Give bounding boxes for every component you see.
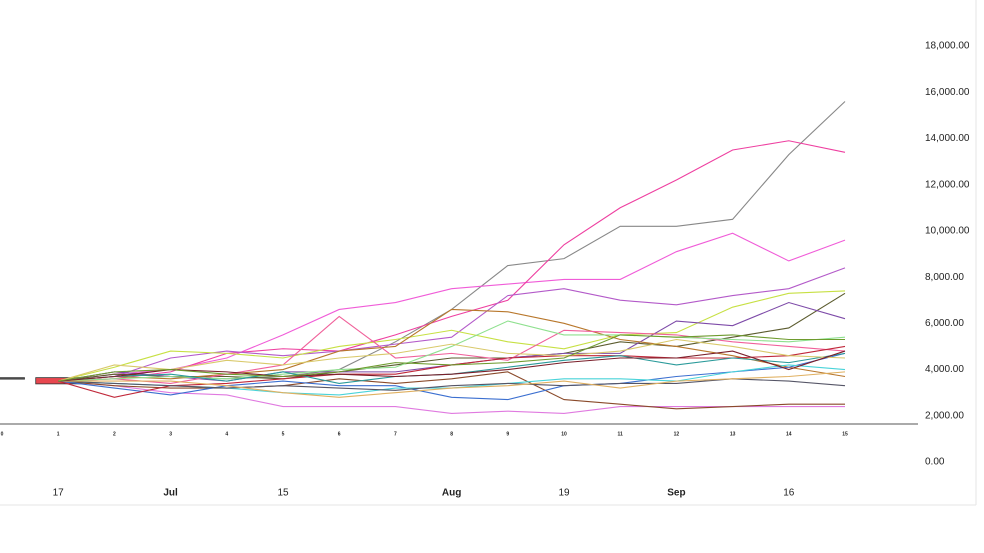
date-label: 17: [53, 488, 65, 499]
x-tick-label: 3: [169, 431, 172, 437]
date-label: 16: [783, 488, 795, 499]
y-tick-label: 8,000.00: [925, 272, 964, 283]
date-label: Jul: [163, 488, 178, 499]
candle-body: [0, 377, 25, 380]
y-tick-label: 0.00: [925, 457, 945, 468]
x-tick-label: 11: [618, 431, 624, 437]
y-tick-label: 10,000.00: [925, 226, 970, 237]
x-tick-label: 8: [450, 431, 453, 437]
x-tick-label: 6: [338, 431, 341, 437]
date-label: 15: [277, 488, 289, 499]
series-line: [58, 352, 846, 401]
y-tick-label: 6,000.00: [925, 318, 964, 329]
series-line: [58, 378, 846, 391]
x-tick-label: 7: [394, 431, 397, 437]
series-line: [58, 290, 846, 382]
y-tick-label: 14,000.00: [925, 133, 970, 144]
date-label: 19: [558, 488, 570, 499]
x-tick-label: 12: [674, 431, 680, 437]
y-tick-label: 12,000.00: [925, 179, 970, 190]
x-tick-label: 13: [730, 431, 736, 437]
series-line: [58, 267, 846, 382]
date-label: Sep: [667, 488, 685, 499]
x-tick-label: 0: [1, 431, 4, 437]
series-line: [58, 320, 846, 382]
series-line: [58, 371, 846, 398]
y-tick-label: 4,000.00: [925, 364, 964, 375]
y-tick-label: 2,000.00: [925, 410, 964, 421]
x-tick-label: 2: [113, 431, 116, 437]
x-tick-label: 14: [786, 431, 792, 437]
x-tick-label: 1: [57, 431, 60, 437]
series-line: [58, 350, 846, 382]
date-label: Aug: [442, 488, 461, 499]
y-tick-label: 18,000.00: [925, 41, 970, 52]
series-line: [58, 315, 846, 384]
x-tick-label: 9: [506, 431, 509, 437]
series-line: [58, 140, 846, 382]
series-line: [58, 334, 845, 382]
x-tick-label: 10: [561, 431, 567, 437]
y-tick-label: 16,000.00: [925, 87, 970, 98]
series-line: [58, 380, 845, 415]
x-tick-label: 15: [842, 431, 848, 437]
series-line: [58, 371, 845, 410]
x-tick-label: 4: [225, 431, 228, 437]
x-tick-label: 5: [282, 431, 285, 437]
series-line: [58, 338, 846, 382]
